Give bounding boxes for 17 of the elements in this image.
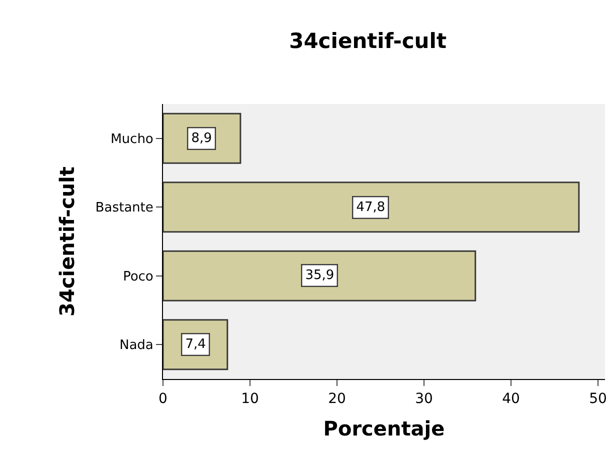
data-label: 7,4 [185,337,206,352]
data-label: 8,9 [191,131,212,146]
x-tick-label: 20 [328,390,346,407]
x-tick-label: 40 [502,390,520,407]
chart-title: 34cientif-cult [289,28,447,53]
y-tick-label: Nada [119,338,154,354]
data-label: 35,9 [305,268,334,284]
x-axis-title: Porcentaje [323,416,445,440]
x-tick-label: 0 [158,390,168,407]
y-axis-title: 34cientif-cult [54,166,79,316]
data-label: 47,8 [356,200,386,216]
y-tick-label: Poco [122,269,154,284]
y-tick-label: Bastante [95,200,154,216]
x-tick-label: 50 [589,390,607,407]
x-tick-label: 10 [241,390,259,407]
x-tick-label: 30 [415,390,433,407]
y-tick-label: Mucho [110,132,154,147]
